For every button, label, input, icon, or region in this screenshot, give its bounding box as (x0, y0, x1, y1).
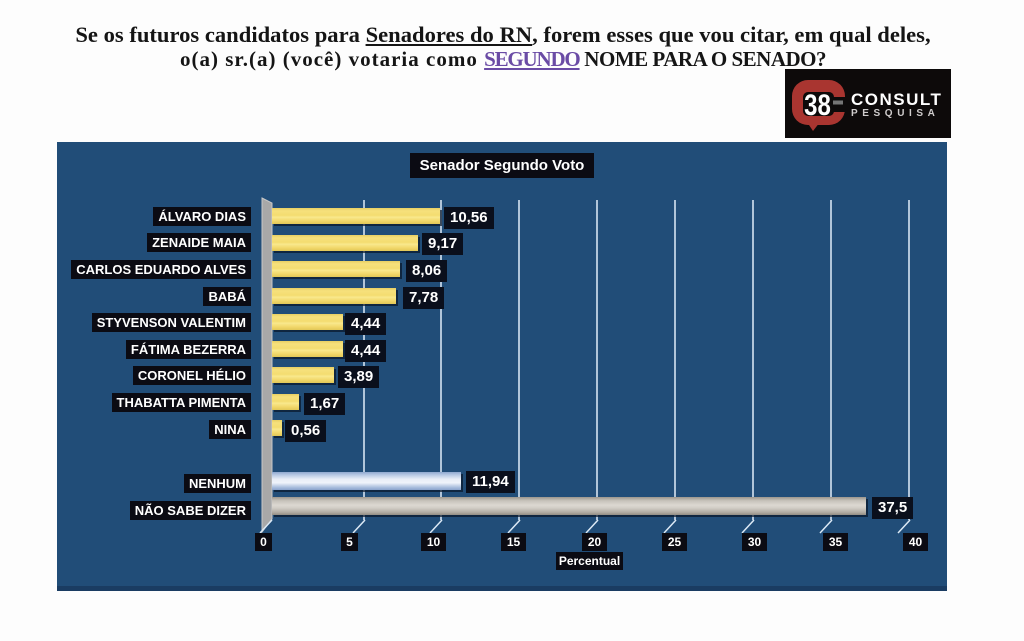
svg-text:38: 38 (804, 87, 831, 121)
svg-text:CONSULT: CONSULT (851, 90, 942, 109)
svg-text:PESQUISA: PESQUISA (851, 108, 939, 119)
